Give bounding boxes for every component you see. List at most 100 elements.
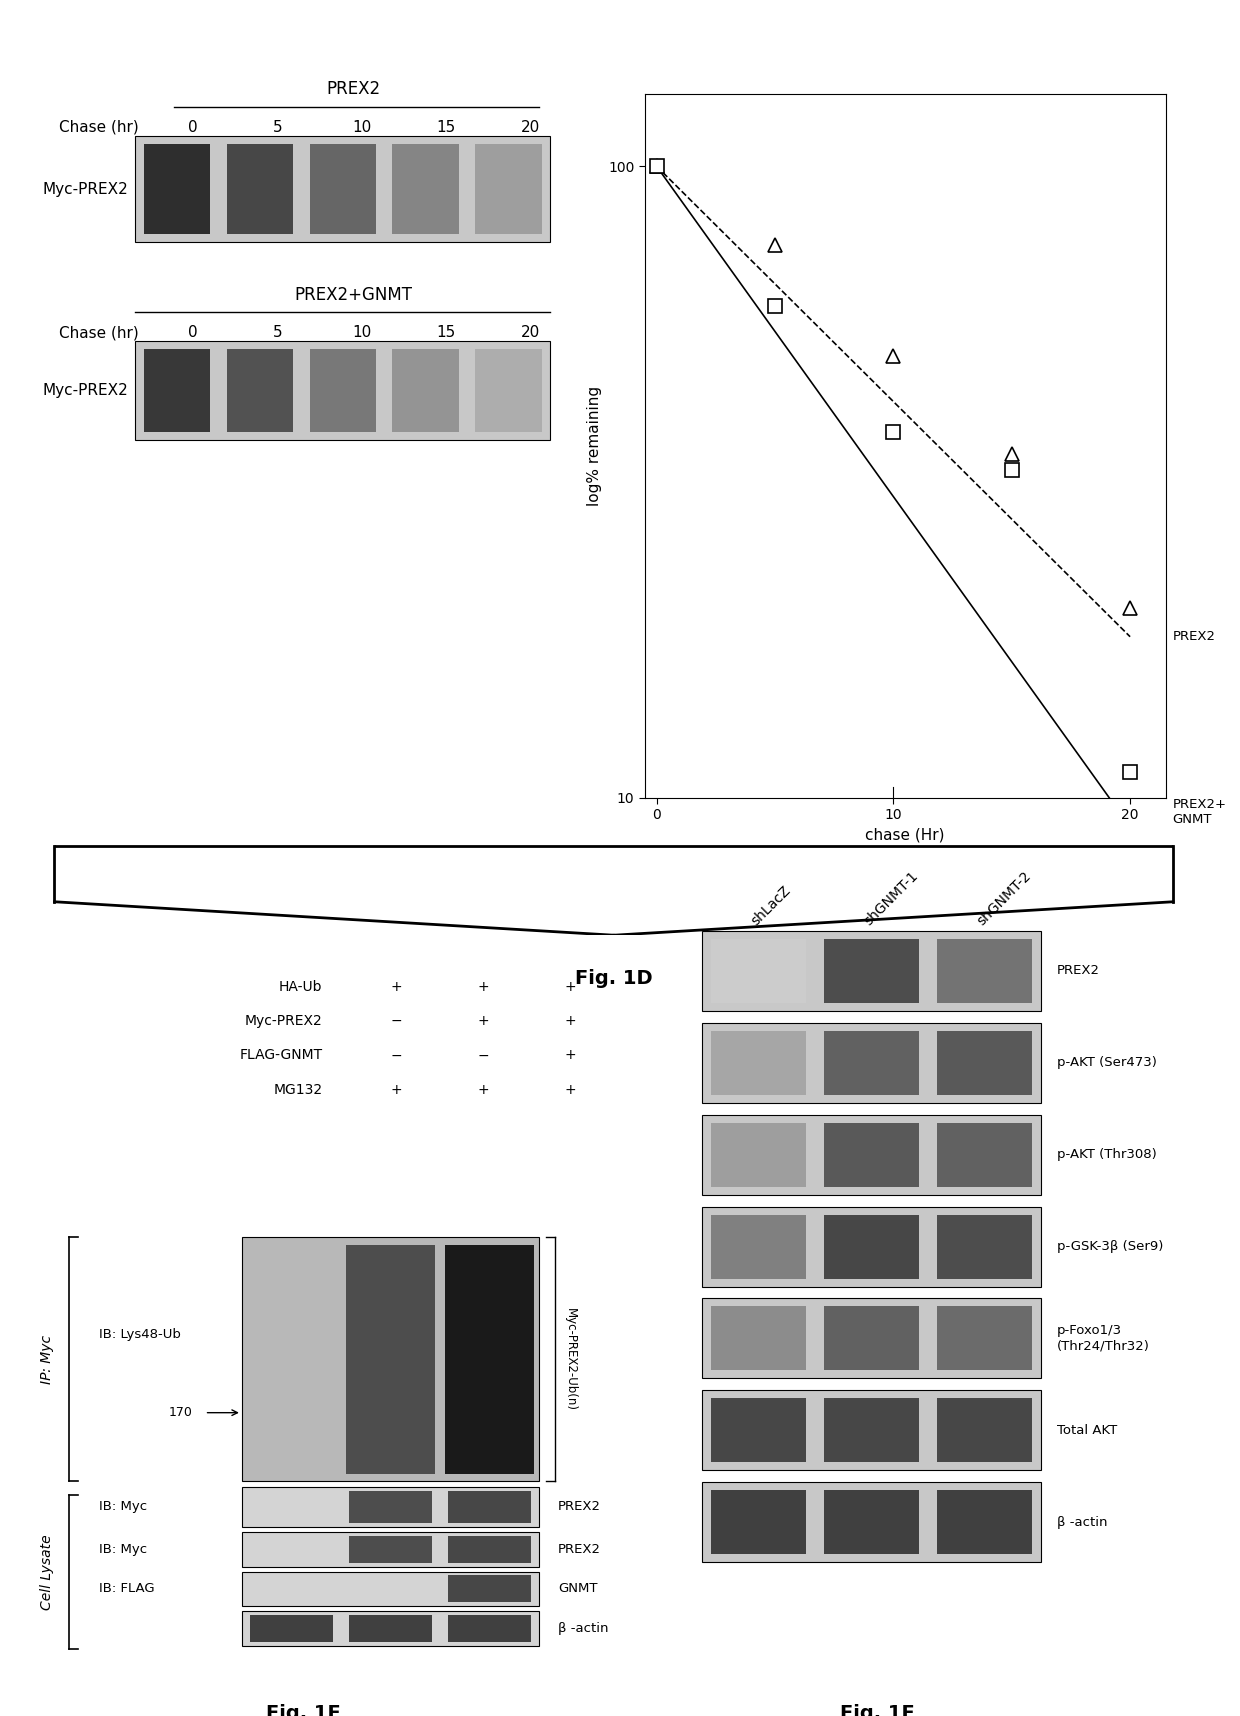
Text: Myc-PREX2-Ub(n): Myc-PREX2-Ub(n) [564,1308,577,1411]
Text: +: + [391,980,403,994]
Bar [242,1532,539,1567]
Bar [144,144,210,233]
Text: +: + [477,980,490,994]
Text: 15: 15 [436,120,456,136]
Bar [825,1031,919,1095]
Bar [712,1031,806,1095]
Bar [937,939,1032,1002]
Text: IB: Myc: IB: Myc [99,1543,148,1556]
Text: +: + [564,980,577,994]
Text: 5: 5 [273,326,281,340]
Bar [825,1122,919,1186]
Bar [825,1306,919,1371]
Bar [346,1244,435,1474]
Text: p-AKT (Ser473): p-AKT (Ser473) [1056,1055,1157,1069]
Bar [825,1489,919,1555]
Bar [712,1215,806,1278]
Text: IP: Myc: IP: Myc [40,1335,53,1383]
Text: p-AKT (Thr308): p-AKT (Thr308) [1056,1148,1157,1162]
Text: +: + [391,1083,403,1097]
Bar [310,348,376,432]
Bar [702,1299,1040,1378]
Bar [937,1399,1032,1462]
Text: 10: 10 [352,326,372,340]
Bar [825,939,919,1002]
Text: p-Foxo1/3
(Thr24/Thr32): p-Foxo1/3 (Thr24/Thr32) [1056,1325,1149,1352]
Text: Total AKT: Total AKT [1056,1424,1117,1436]
Text: +: + [564,1014,577,1028]
Bar [249,1615,334,1642]
Bar [702,1023,1040,1103]
Bar [310,144,376,233]
Text: +: + [564,1048,577,1062]
Bar [348,1615,433,1642]
Text: +: + [477,1014,490,1028]
Text: Fig. 1D: Fig. 1D [575,968,652,988]
Text: p-GSK-3β (Ser9): p-GSK-3β (Ser9) [1056,1241,1163,1253]
Text: Cell Lysate: Cell Lysate [40,1534,53,1610]
Bar [712,1489,806,1555]
Text: shGNMT-2: shGNMT-2 [975,868,1034,928]
Text: 0: 0 [188,120,197,136]
Text: β -actin: β -actin [1056,1515,1107,1529]
Bar [448,1536,532,1563]
Bar [227,348,293,432]
Bar [348,1491,433,1522]
Text: −: − [477,1048,490,1062]
Bar [393,348,459,432]
Bar [475,348,542,432]
Bar [348,1536,433,1563]
Text: GNMT: GNMT [558,1582,598,1596]
Text: 20: 20 [521,120,541,136]
Text: −: − [391,1014,403,1028]
Text: +: + [477,1083,490,1097]
Bar [937,1306,1032,1371]
Bar [475,144,542,233]
Text: 0: 0 [188,326,197,340]
X-axis label: chase (Hr): chase (Hr) [866,827,945,843]
Text: PREX2: PREX2 [558,1543,601,1556]
Bar [937,1489,1032,1555]
Text: IB: Lys48-Ub: IB: Lys48-Ub [99,1328,181,1342]
Text: Myc-PREX2: Myc-PREX2 [42,182,129,197]
Bar [702,1206,1040,1287]
Text: PREX2+
GNMT: PREX2+ GNMT [1173,798,1226,825]
Bar [445,1244,534,1474]
Text: FLAG-GNMT: FLAG-GNMT [239,1048,322,1062]
Text: PREX2+GNMT: PREX2+GNMT [295,285,413,304]
Bar [135,136,551,242]
Text: HA-Ub: HA-Ub [279,980,322,994]
Bar [712,1399,806,1462]
Text: shGNMT-1: shGNMT-1 [862,868,921,928]
Bar [712,939,806,1002]
Text: 15: 15 [436,326,456,340]
Text: 20: 20 [521,326,541,340]
Text: −: − [391,1048,403,1062]
Text: 5: 5 [273,120,281,136]
Text: shLacZ: shLacZ [749,884,794,928]
Text: 170: 170 [169,1405,192,1419]
Bar [712,1306,806,1371]
Bar [702,1115,1040,1194]
Bar [242,1237,539,1481]
Text: IB: Myc: IB: Myc [99,1500,148,1514]
Bar [247,1244,336,1474]
Bar [227,144,293,233]
Text: PREX2: PREX2 [326,81,381,98]
Bar [448,1615,532,1642]
Bar [825,1215,919,1278]
Bar [448,1491,532,1522]
Text: MG132: MG132 [273,1083,322,1097]
Bar [702,1390,1040,1471]
Bar [242,1488,539,1527]
Bar [393,144,459,233]
Text: Fig. 1F: Fig. 1F [839,1704,914,1716]
Bar [712,1122,806,1186]
Text: Myc-PREX2: Myc-PREX2 [42,383,129,398]
Text: Fig. 1E: Fig. 1E [267,1704,341,1716]
Text: Chase (hr): Chase (hr) [60,120,139,136]
Text: Chase (hr): Chase (hr) [60,326,139,340]
Bar [448,1575,532,1603]
Bar [937,1215,1032,1278]
Text: 10: 10 [352,120,372,136]
